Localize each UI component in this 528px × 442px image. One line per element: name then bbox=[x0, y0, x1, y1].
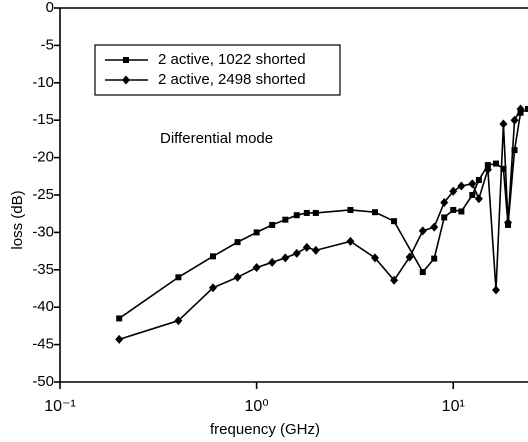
data-point bbox=[115, 334, 124, 344]
data-point bbox=[449, 186, 458, 196]
x-tick-label: 10⁰ bbox=[245, 398, 269, 415]
legend-marker bbox=[122, 75, 130, 85]
data-point bbox=[302, 242, 311, 252]
data-point bbox=[391, 218, 398, 225]
y-tick-label: -40 bbox=[32, 298, 54, 315]
y-tick-label: -10 bbox=[32, 74, 54, 91]
x-axis-label: frequency (GHz) bbox=[210, 421, 320, 438]
data-point bbox=[468, 179, 477, 189]
legend-box bbox=[94, 44, 341, 96]
data-point bbox=[474, 194, 483, 204]
y-tick-label: -50 bbox=[32, 373, 54, 390]
data-point bbox=[116, 315, 123, 322]
legend-label: 2 active, 1022 shorted bbox=[158, 51, 306, 68]
data-point bbox=[450, 206, 457, 213]
data-point bbox=[253, 229, 260, 236]
y-tick-label: -30 bbox=[32, 223, 54, 240]
data-point bbox=[293, 212, 300, 219]
y-tick-label: -15 bbox=[32, 111, 54, 128]
data-point bbox=[252, 263, 261, 273]
data-point bbox=[458, 208, 465, 215]
data-point bbox=[371, 209, 378, 216]
data-point bbox=[504, 218, 513, 228]
data-point bbox=[209, 283, 218, 293]
data-point bbox=[303, 209, 310, 216]
data-point bbox=[430, 222, 439, 232]
data-point bbox=[346, 236, 355, 246]
y-tick-label: 0 bbox=[46, 0, 54, 16]
data-point bbox=[390, 275, 399, 285]
data-point bbox=[405, 252, 414, 262]
data-point bbox=[234, 239, 241, 246]
data-point bbox=[419, 269, 426, 276]
data-point bbox=[516, 104, 525, 114]
data-point bbox=[268, 257, 277, 267]
data-point bbox=[174, 316, 183, 326]
data-point bbox=[469, 192, 476, 198]
data-point bbox=[483, 165, 492, 175]
legend-label: 2 active, 2498 shorted bbox=[158, 71, 306, 88]
data-point bbox=[511, 147, 518, 154]
data-point bbox=[370, 253, 379, 263]
data-point bbox=[510, 115, 519, 125]
annotation: Differential mode bbox=[160, 130, 273, 147]
data-point bbox=[431, 255, 438, 262]
data-point bbox=[441, 214, 448, 221]
y-tick-label: -20 bbox=[32, 149, 54, 166]
y-axis-label: loss (dB) bbox=[9, 190, 26, 249]
data-point bbox=[475, 177, 482, 184]
data-point bbox=[525, 105, 528, 112]
y-tick-label: -35 bbox=[32, 261, 54, 278]
data-point bbox=[281, 253, 290, 263]
data-point bbox=[440, 197, 449, 207]
data-point bbox=[493, 160, 500, 167]
data-point bbox=[457, 181, 466, 191]
data-point bbox=[500, 165, 507, 172]
data-point bbox=[269, 221, 276, 228]
x-tick-label: 10¹ bbox=[442, 398, 465, 415]
x-tick-label: 10⁻¹ bbox=[44, 398, 76, 415]
data-point bbox=[347, 206, 354, 213]
data-point bbox=[311, 245, 320, 255]
data-point bbox=[499, 119, 508, 129]
y-tick-label: -5 bbox=[41, 36, 54, 53]
data-point bbox=[282, 216, 289, 223]
legend-marker bbox=[123, 57, 129, 63]
data-point bbox=[418, 226, 427, 236]
data-point bbox=[492, 285, 501, 295]
y-tick-label: -25 bbox=[32, 186, 54, 203]
y-tick-label: -45 bbox=[32, 336, 54, 353]
data-point bbox=[233, 272, 242, 282]
data-point bbox=[292, 248, 301, 258]
data-point bbox=[210, 253, 217, 260]
data-point bbox=[312, 209, 319, 216]
data-point bbox=[175, 274, 182, 281]
